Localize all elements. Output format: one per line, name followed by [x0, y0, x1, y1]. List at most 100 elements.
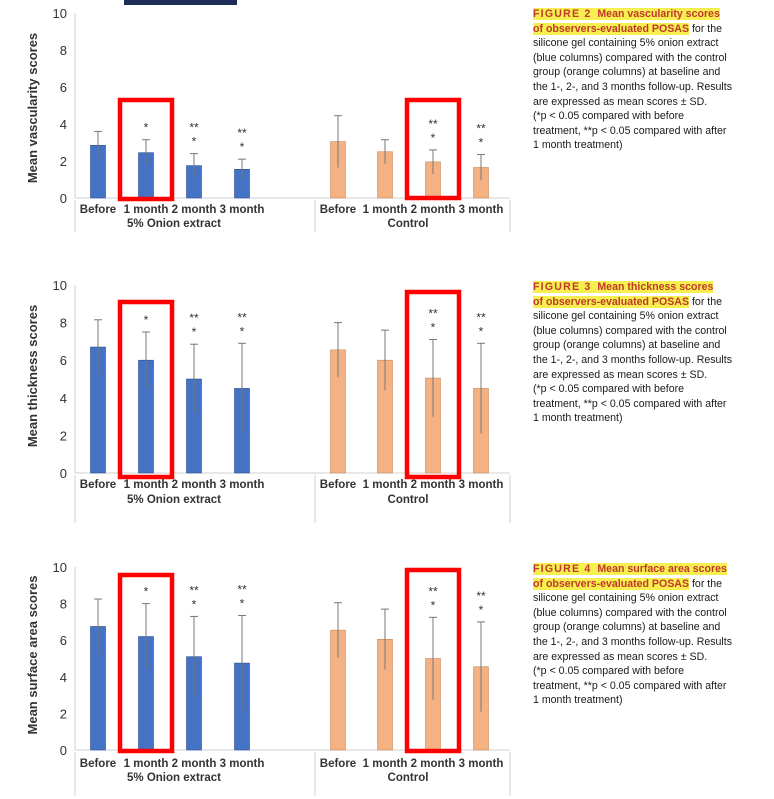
x-tick-label: 3 month — [220, 758, 265, 770]
significance-mark: * — [431, 598, 436, 612]
caption-line: group (orange columns) at baseline and — [533, 621, 721, 634]
y-tick-label: 0 — [60, 466, 67, 481]
significance-mark: ** — [476, 310, 486, 324]
significance-mark: * — [144, 121, 149, 135]
highlight-box — [404, 289, 462, 480]
y-tick-label: 4 — [60, 670, 67, 685]
significance-mark: * — [431, 321, 436, 335]
group-label: 5% Onion extract — [127, 772, 221, 784]
y-tick-label: 8 — [60, 316, 67, 331]
y-axis-title: Mean surface area scores — [25, 576, 40, 735]
highlight-box — [117, 572, 175, 754]
significance-mark: ** — [189, 583, 199, 597]
group-label: 5% Onion extract — [127, 494, 221, 506]
figure-title-cont: of observers-evaluated POSAS — [533, 577, 690, 590]
figure-title-cont: of observers-evaluated POSAS — [533, 22, 690, 35]
significance-mark: * — [479, 324, 484, 338]
y-tick-label: 10 — [53, 560, 67, 575]
caption-line: silicone gel containing 5% onion extract — [533, 37, 719, 50]
group-label: Control — [388, 218, 429, 230]
group-label: 5% Onion extract — [127, 218, 221, 230]
significance-mark: ** — [428, 307, 438, 321]
significance-mark: ** — [237, 310, 247, 324]
y-tick-label: 10 — [53, 278, 67, 293]
caption-line: 1 month treatment) — [533, 139, 623, 152]
caption-line: silicone gel containing 5% onion extract — [533, 592, 719, 605]
y-tick-label: 0 — [60, 743, 67, 758]
caption-line: silicone gel containing 5% onion extract — [533, 310, 719, 323]
x-tick-label: 1 month — [124, 204, 169, 216]
significance-mark: * — [192, 325, 197, 339]
surface-area-chart: 0 2 4 6 8 10 Mean surface area scores Before * 1 … — [25, 560, 511, 796]
y-tick-label: 8 — [60, 43, 67, 58]
y-axis-title: Mean thickness scores — [25, 305, 40, 447]
x-tick-label: 3 month — [459, 204, 504, 216]
significance-mark: ** — [189, 311, 199, 325]
significance-mark: * — [479, 603, 484, 617]
highlight-box — [117, 299, 175, 480]
highlight-box — [117, 97, 175, 202]
x-tick-label: 2 month — [411, 758, 456, 770]
significance-mark: * — [192, 135, 197, 149]
group-label: Control — [388, 772, 429, 784]
caption-line: are expressed as mean scores ± SD. — [533, 368, 708, 381]
group-label: Control — [388, 494, 429, 506]
x-tick-label: Before — [320, 479, 356, 491]
y-tick-label: 10 — [53, 6, 67, 21]
highlight-box — [404, 567, 462, 754]
y-tick-label: 6 — [60, 80, 67, 95]
y-tick-label: 6 — [60, 353, 67, 368]
caption-line: (blue columns) compared with the control — [533, 606, 727, 619]
x-tick-label: 2 month — [172, 758, 217, 770]
x-tick-label: 1 month — [363, 758, 408, 770]
x-tick-label: Before — [80, 479, 116, 491]
significance-mark: * — [144, 585, 149, 599]
significance-mark: * — [479, 136, 484, 150]
vascularity-chart: 0 2 4 6 8 10 Mean vascularity scores Before * 1 m… — [25, 6, 511, 232]
caption-line: the 1-, 2-, and 3 months follow-up. Resu… — [533, 353, 733, 366]
x-tick-label: 2 month — [411, 204, 456, 216]
figure-title: Mean thickness scores — [597, 281, 714, 293]
significance-mark: * — [431, 131, 436, 145]
y-tick-label: 2 — [60, 154, 67, 169]
significance-mark: ** — [237, 126, 247, 140]
caption-line: (*p < 0.05 compared with before — [533, 383, 685, 396]
figure-label: FIGURE 3 — [533, 281, 592, 293]
y-tick-label: 2 — [60, 706, 67, 721]
figure-2-caption: FIGURE 2 Mean vascularity scores of obse… — [533, 7, 765, 153]
significance-mark: ** — [476, 122, 486, 136]
x-tick-label: 1 month — [363, 204, 408, 216]
x-tick-label: Before — [80, 204, 116, 216]
highlight-box — [404, 97, 462, 201]
y-tick-label: 8 — [60, 597, 67, 612]
x-tick-label: 1 month — [363, 479, 408, 491]
significance-mark: ** — [237, 582, 247, 596]
y-tick-label: 2 — [60, 428, 67, 443]
significance-mark: ** — [428, 584, 438, 598]
x-tick-label: 3 month — [459, 479, 504, 491]
caption-line: group (orange columns) at baseline and — [533, 66, 721, 79]
y-tick-label: 4 — [60, 391, 67, 406]
y-tick-label: 0 — [60, 191, 67, 206]
x-tick-label: 3 month — [220, 479, 265, 491]
caption-line: are expressed as mean scores ± SD. — [533, 95, 708, 108]
x-tick-label: Before — [80, 758, 116, 770]
caption-line: for the — [691, 577, 723, 590]
significance-mark: * — [240, 596, 245, 610]
caption-line: treatment, **p < 0.05 compared with afte… — [533, 397, 727, 410]
caption-line: treatment, **p < 0.05 compared with afte… — [533, 124, 727, 137]
figure-title: Mean vascularity scores — [597, 8, 720, 20]
caption-line: group (orange columns) at baseline and — [533, 339, 721, 352]
caption-line: (blue columns) compared with the control — [533, 51, 727, 64]
significance-mark: * — [192, 597, 197, 611]
significance-mark: * — [240, 140, 245, 154]
x-tick-label: 2 month — [172, 204, 217, 216]
header-logo-strip — [124, 0, 237, 5]
caption-line: for the — [691, 295, 723, 308]
x-tick-label: 3 month — [220, 204, 265, 216]
figure-label: FIGURE 2 — [533, 8, 592, 20]
x-tick-label: 2 month — [172, 479, 217, 491]
x-tick-label: 3 month — [459, 758, 504, 770]
figure-3-caption: FIGURE 3 Mean thickness scores of observ… — [533, 280, 765, 426]
x-tick-label: Before — [320, 204, 356, 216]
